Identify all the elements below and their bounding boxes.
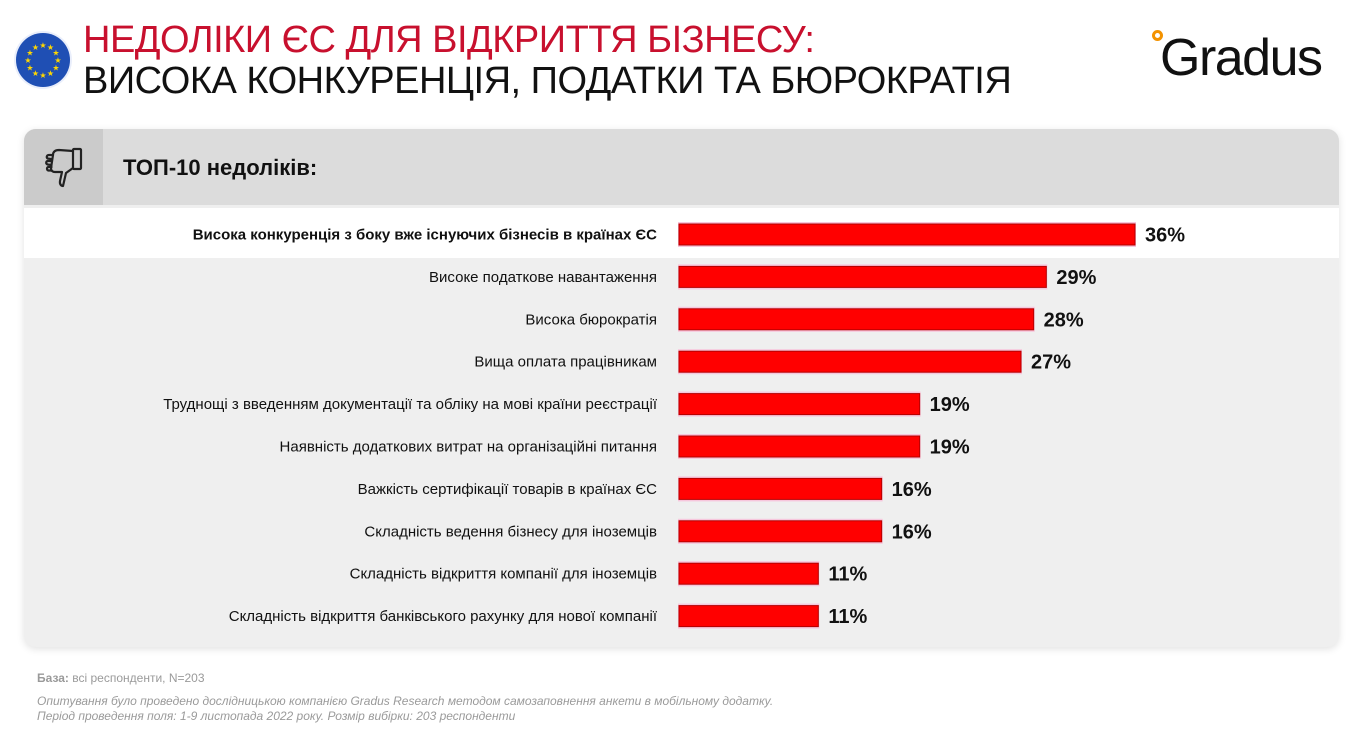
- category-label: Висока бюрократія: [525, 311, 657, 328]
- bar: [678, 265, 1047, 288]
- bar: [678, 477, 883, 500]
- eu-star-icon: ★: [47, 69, 54, 78]
- bar: [678, 393, 921, 416]
- panel-heading: ТОП-10 недоліків:: [123, 155, 318, 180]
- eu-flag-icon: ★ ★ ★ ★ ★ ★ ★ ★ ★ ★ ★ ★: [16, 33, 70, 87]
- bar: [678, 435, 921, 458]
- page-title: НЕДОЛІКИ ЄС ДЛЯ ВІДКРИТТЯ БІЗНЕСУ: ВИСОК…: [83, 19, 1012, 102]
- category-label: Вища оплата працівникам: [474, 354, 657, 371]
- bar: [678, 350, 1022, 373]
- value-label: 19%: [930, 394, 970, 416]
- category-label: Наявність додаткових витрат на організац…: [280, 439, 657, 456]
- eu-star-icon: ★: [39, 71, 46, 80]
- title-line-1: НЕДОЛІКИ ЄС ДЛЯ ВІДКРИТТЯ БІЗНЕСУ:: [83, 19, 815, 61]
- eu-star-icon: ★: [39, 41, 46, 50]
- logo-text: Gradus: [1160, 29, 1323, 87]
- panel-header: ТОП-10 недоліків:: [24, 129, 1339, 205]
- footer-base-label: База:: [37, 671, 69, 685]
- footer-note: Опитування було проведено дослідницькою …: [37, 694, 773, 724]
- value-label: 11%: [828, 606, 867, 628]
- value-label: 36%: [1145, 225, 1185, 247]
- footer-base: База: всі респонденти, N=203: [37, 671, 205, 686]
- gradus-logo: Gradus: [1152, 28, 1342, 88]
- bar: [678, 308, 1035, 331]
- footer-base-text: всі респонденти, N=203: [68, 671, 205, 685]
- footer-note-line-1: Опитування було проведено дослідницькою …: [37, 694, 774, 708]
- eu-star-icon: ★: [52, 64, 59, 73]
- bar: [678, 520, 883, 543]
- eu-star-icon: ★: [32, 69, 39, 78]
- thumbs-down-icon: [44, 147, 82, 188]
- category-label: Складність відкриття компанії для інозем…: [350, 566, 657, 583]
- eu-star-icon: ★: [32, 43, 39, 52]
- eu-star-icon: ★: [24, 56, 31, 65]
- category-label: Складність відкриття банківського рахунк…: [229, 608, 658, 625]
- bar: [678, 605, 819, 628]
- footer-note-line-2: Період проведення поля: 1-9 листопада 20…: [37, 709, 516, 723]
- value-label: 16%: [892, 521, 932, 543]
- value-label: 29%: [1056, 267, 1096, 289]
- logo-dot-icon: [1152, 30, 1163, 41]
- chart-panel: ТОП-10 недоліків:: [24, 129, 1339, 647]
- eu-star-icon: ★: [47, 43, 54, 52]
- value-label: 28%: [1044, 309, 1084, 331]
- category-label: Високе податкове навантаження: [429, 269, 657, 286]
- category-label: Висока конкуренція з боку вже існуючих б…: [193, 227, 657, 244]
- category-label: Важкість сертифікації товарів в країнах …: [358, 481, 658, 498]
- eu-star-icon: ★: [54, 56, 61, 65]
- bar: [678, 562, 819, 585]
- bar: [678, 223, 1136, 246]
- category-label: Труднощі з введенням документації та обл…: [163, 396, 658, 413]
- eu-star-icon: ★: [26, 64, 33, 73]
- title-line-2: ВИСОКА КОНКУРЕНЦІЯ, ПОДАТКИ ТА БЮРОКРАТІ…: [83, 60, 1012, 102]
- eu-star-icon: ★: [26, 49, 33, 58]
- icon-box: [24, 129, 103, 205]
- value-label: 19%: [930, 437, 970, 459]
- category-label: Складність ведення бізнесу для іноземців: [364, 523, 657, 540]
- value-label: 16%: [892, 479, 932, 501]
- value-label: 11%: [828, 564, 867, 586]
- eu-star-icon: ★: [52, 49, 59, 58]
- value-label: 27%: [1031, 352, 1071, 374]
